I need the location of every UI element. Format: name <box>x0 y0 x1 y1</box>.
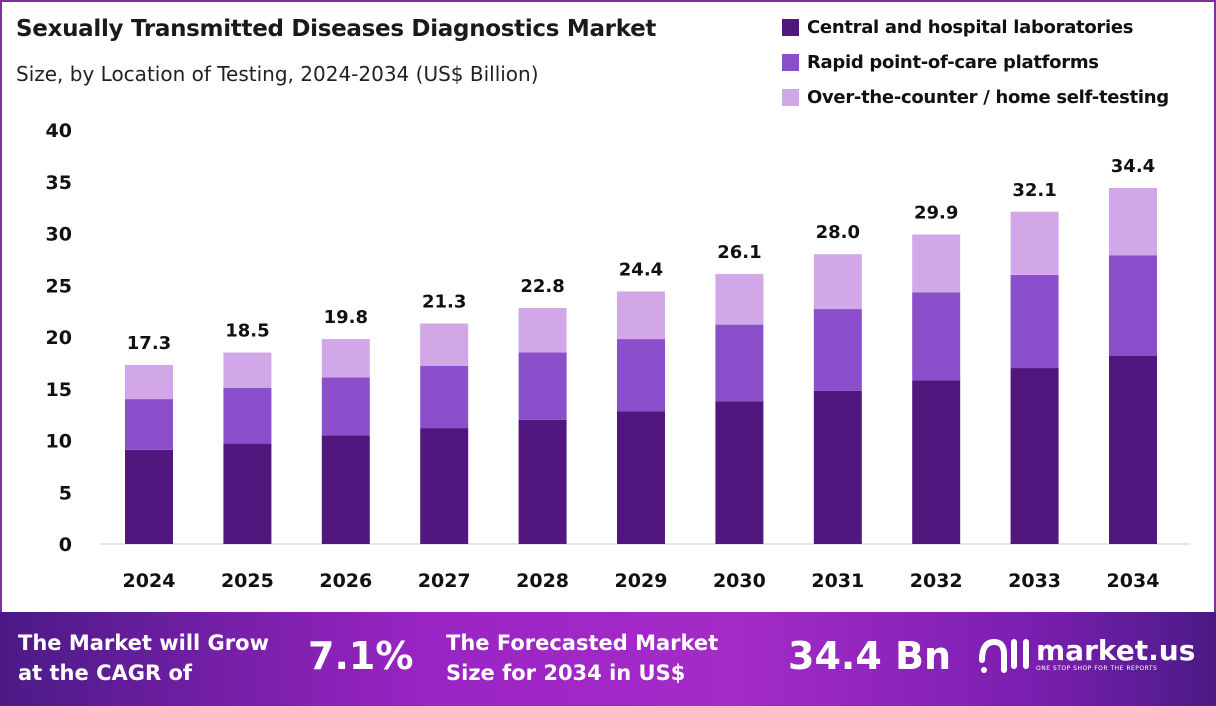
bar-segment-2030-2 <box>715 273 764 325</box>
bar-segment-2031-1 <box>813 309 862 391</box>
y-tick-label: 20 <box>46 327 72 349</box>
total-label-2027: 21.3 <box>422 292 466 313</box>
bar-segment-2028-0 <box>518 419 567 544</box>
legend: Central and hospital laboratories Rapid … <box>782 10 1169 115</box>
bar-segment-2025-2 <box>223 352 272 388</box>
bar-segment-2025-0 <box>223 443 272 544</box>
y-tick-label: 35 <box>46 172 72 194</box>
bar-segment-2031-0 <box>813 390 862 544</box>
bar-segment-2024-2 <box>125 364 173 400</box>
bar-segment-2027-1 <box>420 365 469 429</box>
legend-item-rapid: Rapid point-of-care platforms <box>782 45 1169 80</box>
bar-segment-2033-0 <box>1010 368 1059 544</box>
y-tick-label: 15 <box>46 379 72 401</box>
legend-swatch <box>782 54 799 71</box>
x-tick-label: 2033 <box>1008 570 1061 592</box>
legend-swatch <box>782 19 799 36</box>
bar-segment-2024-0 <box>125 449 173 544</box>
x-tick-label: 2027 <box>418 570 471 592</box>
bar-segment-2034-0 <box>1109 355 1157 544</box>
cagr-value: 7.1% <box>308 634 414 678</box>
bar-segment-2026-1 <box>321 377 370 436</box>
bar-segment-2030-0 <box>715 401 764 544</box>
total-label-2025: 18.5 <box>225 321 269 342</box>
total-label-2034: 34.4 <box>1111 156 1155 177</box>
total-label-2029: 24.4 <box>619 259 663 280</box>
brand-tagline: ONE STOP SHOP FOR THE REPORTS <box>1036 664 1158 672</box>
legend-item-central: Central and hospital laboratories <box>782 10 1169 45</box>
brand-name: market.us <box>1036 633 1196 667</box>
total-label-2024: 17.3 <box>127 333 171 354</box>
bar-segment-2034-2 <box>1109 187 1157 256</box>
cagr-label-line2: at the CAGR of <box>18 661 193 685</box>
bar-segment-2029-0 <box>617 411 665 544</box>
bar-segment-2027-0 <box>420 428 469 544</box>
chart-title: Sexually Transmitted Diseases Diagnostic… <box>16 16 657 42</box>
bar-segment-2027-2 <box>420 323 469 366</box>
total-label-2026: 19.8 <box>324 307 368 328</box>
legend-label: Rapid point-of-care platforms <box>807 52 1099 73</box>
bar-segment-2030-1 <box>715 324 764 402</box>
total-label-2031: 28.0 <box>816 222 860 243</box>
total-label-2028: 22.8 <box>520 276 564 297</box>
legend-swatch <box>782 89 799 106</box>
bar-segment-2025-1 <box>223 387 272 444</box>
market-us-logo-icon <box>979 638 1029 673</box>
y-tick-label: 40 <box>46 120 72 142</box>
bar-segment-2028-1 <box>518 352 567 420</box>
x-tick-label: 2032 <box>910 570 963 592</box>
bar-segment-2031-2 <box>813 254 862 310</box>
cagr-label: The Market will Grow at the CAGR of <box>18 628 269 688</box>
forecast-value: 34.4 Bn <box>788 634 952 678</box>
forecast-label-line2: Size for 2034 in US$ <box>446 661 686 685</box>
x-tick-label: 2030 <box>713 570 766 592</box>
footer-banner: The Market will Grow at the CAGR of 7.1%… <box>0 612 1216 706</box>
brand-logo: market.us ONE STOP SHOP FOR THE REPORTS <box>978 630 1195 678</box>
legend-label: Central and hospital laboratories <box>807 17 1134 38</box>
legend-item-otc: Over-the-counter / home self-testing <box>782 80 1169 115</box>
bar-segment-2032-1 <box>912 292 961 381</box>
x-tick-label: 2029 <box>615 570 668 592</box>
legend-label: Over-the-counter / home self-testing <box>807 87 1169 108</box>
x-tick-label: 2031 <box>811 570 864 592</box>
bar-segment-2028-2 <box>518 308 567 353</box>
bar-segment-2026-2 <box>321 339 370 378</box>
bar-segment-2034-1 <box>1109 255 1157 356</box>
total-label-2032: 29.9 <box>914 203 958 224</box>
chart-subtitle: Size, by Location of Testing, 2024-2034 … <box>16 62 539 86</box>
x-tick-label: 2034 <box>1107 570 1160 592</box>
x-tick-label: 2028 <box>516 570 569 592</box>
total-label-2033: 32.1 <box>1012 180 1056 201</box>
x-tick-label: 2026 <box>319 570 372 592</box>
forecast-label: The Forecasted Market Size for 2034 in U… <box>446 628 718 688</box>
bar-segment-2029-1 <box>617 339 665 412</box>
y-tick-label: 30 <box>46 224 72 246</box>
bar-segment-2029-2 <box>617 291 665 340</box>
bar-segment-2033-1 <box>1010 274 1059 369</box>
bar-segment-2024-1 <box>125 399 173 450</box>
total-label-2030: 26.1 <box>717 242 761 263</box>
x-tick-label: 2025 <box>221 570 274 592</box>
forecast-label-line1: The Forecasted Market <box>446 631 719 655</box>
bar-chart: 051015202530354017.3202418.5202519.82026… <box>46 120 1190 592</box>
y-tick-label: 0 <box>59 534 72 556</box>
bar-segment-2032-0 <box>912 380 961 544</box>
bar-segment-2033-2 <box>1010 211 1059 275</box>
bar-segment-2032-2 <box>912 234 961 293</box>
y-tick-label: 5 <box>59 482 72 504</box>
y-tick-label: 25 <box>46 275 72 297</box>
x-tick-label: 2024 <box>123 570 176 592</box>
cagr-label-line1: The Market will Grow <box>18 631 269 655</box>
y-tick-label: 10 <box>46 431 72 453</box>
bar-segment-2026-0 <box>321 435 370 544</box>
